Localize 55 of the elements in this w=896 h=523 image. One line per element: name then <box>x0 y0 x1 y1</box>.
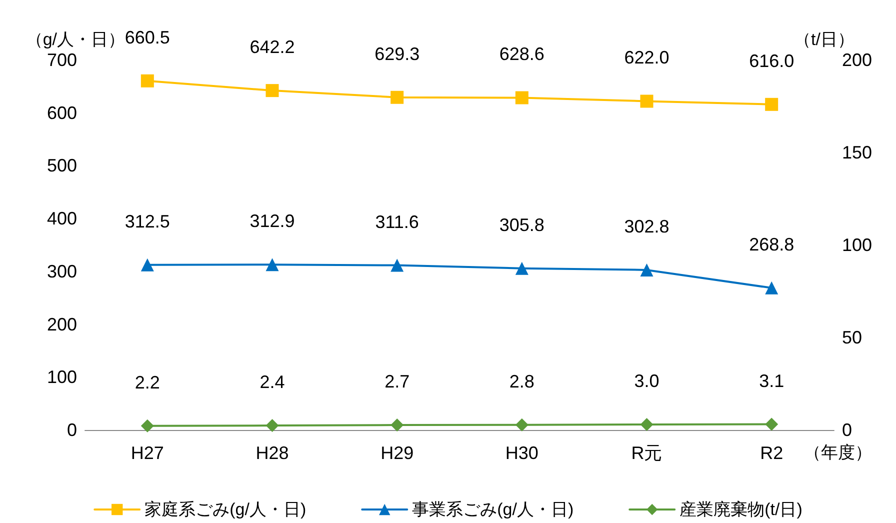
data-label: 2.4 <box>260 372 285 392</box>
y2-tick-label: 200 <box>842 50 872 70</box>
point <box>515 262 528 275</box>
data-label: 312.5 <box>124 211 170 232</box>
data-label: 660.5 <box>124 27 170 48</box>
data-label: 305.8 <box>499 214 544 235</box>
data-label: 2.7 <box>384 372 410 392</box>
y2-tick-label: 150 <box>842 142 872 162</box>
data-label: 312.9 <box>250 211 295 232</box>
x-tick-label: R元 <box>631 443 662 463</box>
data-label: 3.1 <box>759 370 784 391</box>
data-label: 2.2 <box>134 372 160 392</box>
point <box>140 258 154 272</box>
data-label: 616.0 <box>749 50 794 71</box>
point <box>515 91 528 104</box>
y-tick-label: 0 <box>66 420 77 440</box>
point <box>266 84 279 98</box>
data-label: 628.6 <box>499 44 544 64</box>
data-label: 629.3 <box>374 44 420 64</box>
point <box>765 98 778 111</box>
y2-tick-label: 100 <box>842 235 872 255</box>
legend-label: 産業廃棄物(t/日) <box>680 500 802 519</box>
y-tick-label: 100 <box>46 367 77 388</box>
legend-label: 事業系ごみ(g/人・日) <box>412 500 574 519</box>
data-label: 268.8 <box>749 234 794 254</box>
data-label: 311.6 <box>375 212 419 232</box>
x-tick-label: R2 <box>760 443 784 463</box>
point <box>640 263 654 276</box>
data-label: 622.0 <box>624 48 670 68</box>
y-tick-label: 500 <box>46 156 77 176</box>
data-label: 2.8 <box>509 371 534 392</box>
data-label: 3.0 <box>634 370 660 391</box>
data-label: 302.8 <box>624 216 670 236</box>
x-tick-label: H28 <box>256 443 289 463</box>
y-tick-label: 300 <box>46 261 77 282</box>
y-tick-label: 600 <box>46 102 77 123</box>
data-label: 642.2 <box>250 37 295 58</box>
y-tick-label: 400 <box>46 208 77 229</box>
x-tick-label: H30 <box>505 443 538 463</box>
legend-label: 家庭系ごみ(g/人・日) <box>144 500 306 519</box>
point <box>765 281 778 294</box>
y2-tick-label: 0 <box>842 420 852 440</box>
point <box>390 90 404 104</box>
point <box>390 258 404 272</box>
x-tick-label: H27 <box>130 443 164 463</box>
y-tick-label: 700 <box>46 50 77 70</box>
point <box>266 258 279 272</box>
y-axis-title: （g/人・日） <box>26 30 125 49</box>
point <box>640 94 654 108</box>
y2-axis-title: （t/日） <box>794 30 854 49</box>
y-tick-label: 200 <box>46 314 77 334</box>
y2-tick-label: 50 <box>842 328 862 348</box>
point <box>140 74 154 88</box>
x-axis-title: （年度） <box>804 443 872 462</box>
x-tick-label: H29 <box>380 443 414 463</box>
